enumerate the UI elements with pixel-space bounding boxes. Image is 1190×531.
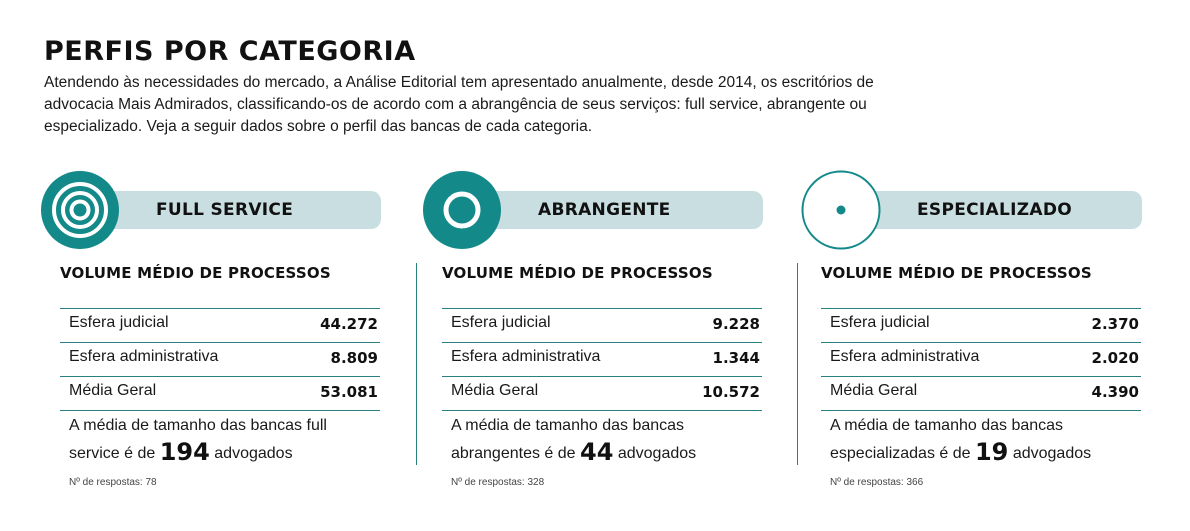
lawyer-count: 44 [580,438,614,466]
volume-heading: VOLUME MÉDIO DE PROCESSOS [442,264,713,282]
category-name: ESPECIALIZADO [917,200,1072,220]
column-divider [416,263,417,465]
column-divider [797,263,798,465]
summary-text: A média de tamanho das bancas especializ… [830,417,1064,462]
volume-heading: VOLUME MÉDIO DE PROCESSOS [60,264,331,282]
row-label: Esfera judicial [451,314,551,331]
row-label: Esfera administrativa [451,348,601,365]
dot-circle-icon [801,170,881,250]
volume-heading: VOLUME MÉDIO DE PROCESSOS [821,264,1092,282]
category-name: FULL SERVICE [156,200,294,220]
category-header-pill: FULL SERVICE [78,191,381,229]
category-especializado: ESPECIALIZADO VOLUME MÉDIO DE PROCESSOS … [801,170,1146,500]
row-value: 53.081 [320,383,378,401]
category-header-pill: ESPECIALIZADO [839,191,1142,229]
size-summary: A média de tamanho das bancas especializ… [830,412,1130,467]
table-row: Esfera judicial 9.228 [442,308,762,342]
table-row: Esfera administrativa 2.020 [821,342,1141,376]
row-label: Média Geral [69,382,157,399]
concentric-circles-icon [41,171,119,249]
row-label: Esfera judicial [830,314,930,331]
row-label: Esfera administrativa [69,348,219,365]
table-row: Média Geral 53.081 [60,376,380,411]
row-label: Esfera administrativa [830,348,980,365]
category-name: ABRANGENTE [538,200,671,220]
volume-table: Esfera judicial 9.228 Esfera administrat… [442,308,762,411]
row-value: 2.370 [1091,315,1139,333]
table-row: Esfera administrativa 8.809 [60,342,380,376]
size-summary: A média de tamanho das bancas abrangente… [451,412,751,467]
category-full-service: FULL SERVICE VOLUME MÉDIO DE PROCESSOS E… [40,170,385,500]
summary-unit: advogados [209,445,293,462]
intro-paragraph: Atendendo às necessidades do mercado, a … [44,74,874,135]
row-value: 44.272 [320,315,378,333]
row-value: 9.228 [712,315,760,333]
summary-text: A média de tamanho das bancas abrangente… [451,417,685,462]
page-title: PERFIS POR CATEGORIA [44,36,416,67]
row-value: 1.344 [712,349,760,367]
lawyer-count: 194 [159,438,210,466]
summary-unit: advogados [1008,445,1092,462]
category-abrangente: ABRANGENTE VOLUME MÉDIO DE PROCESSOS Esf… [422,170,767,500]
size-summary: A média de tamanho das bancas full servi… [69,412,369,467]
response-count: Nº de respostas: 366 [830,477,924,488]
table-row: Esfera judicial 2.370 [821,308,1141,342]
ring-icon [423,171,501,249]
table-row: Esfera judicial 44.272 [60,308,380,342]
volume-table: Esfera judicial 44.272 Esfera administra… [60,308,380,411]
row-label: Esfera judicial [69,314,169,331]
response-count: Nº de respostas: 78 [69,477,157,488]
row-value: 4.390 [1091,383,1139,401]
row-value: 8.809 [330,349,378,367]
row-label: Média Geral [451,382,539,399]
table-row: Esfera administrativa 1.344 [442,342,762,376]
summary-text: A média de tamanho das bancas full servi… [69,417,327,462]
row-value: 2.020 [1091,349,1139,367]
volume-table: Esfera judicial 2.370 Esfera administrat… [821,308,1141,411]
summary-unit: advogados [613,445,697,462]
row-value: 10.572 [702,383,760,401]
category-header-pill: ABRANGENTE [460,191,763,229]
table-row: Média Geral 4.390 [821,376,1141,411]
lawyer-count: 19 [974,438,1009,466]
table-row: Média Geral 10.572 [442,376,762,411]
row-label: Média Geral [830,382,918,399]
response-count: Nº de respostas: 328 [451,477,545,488]
